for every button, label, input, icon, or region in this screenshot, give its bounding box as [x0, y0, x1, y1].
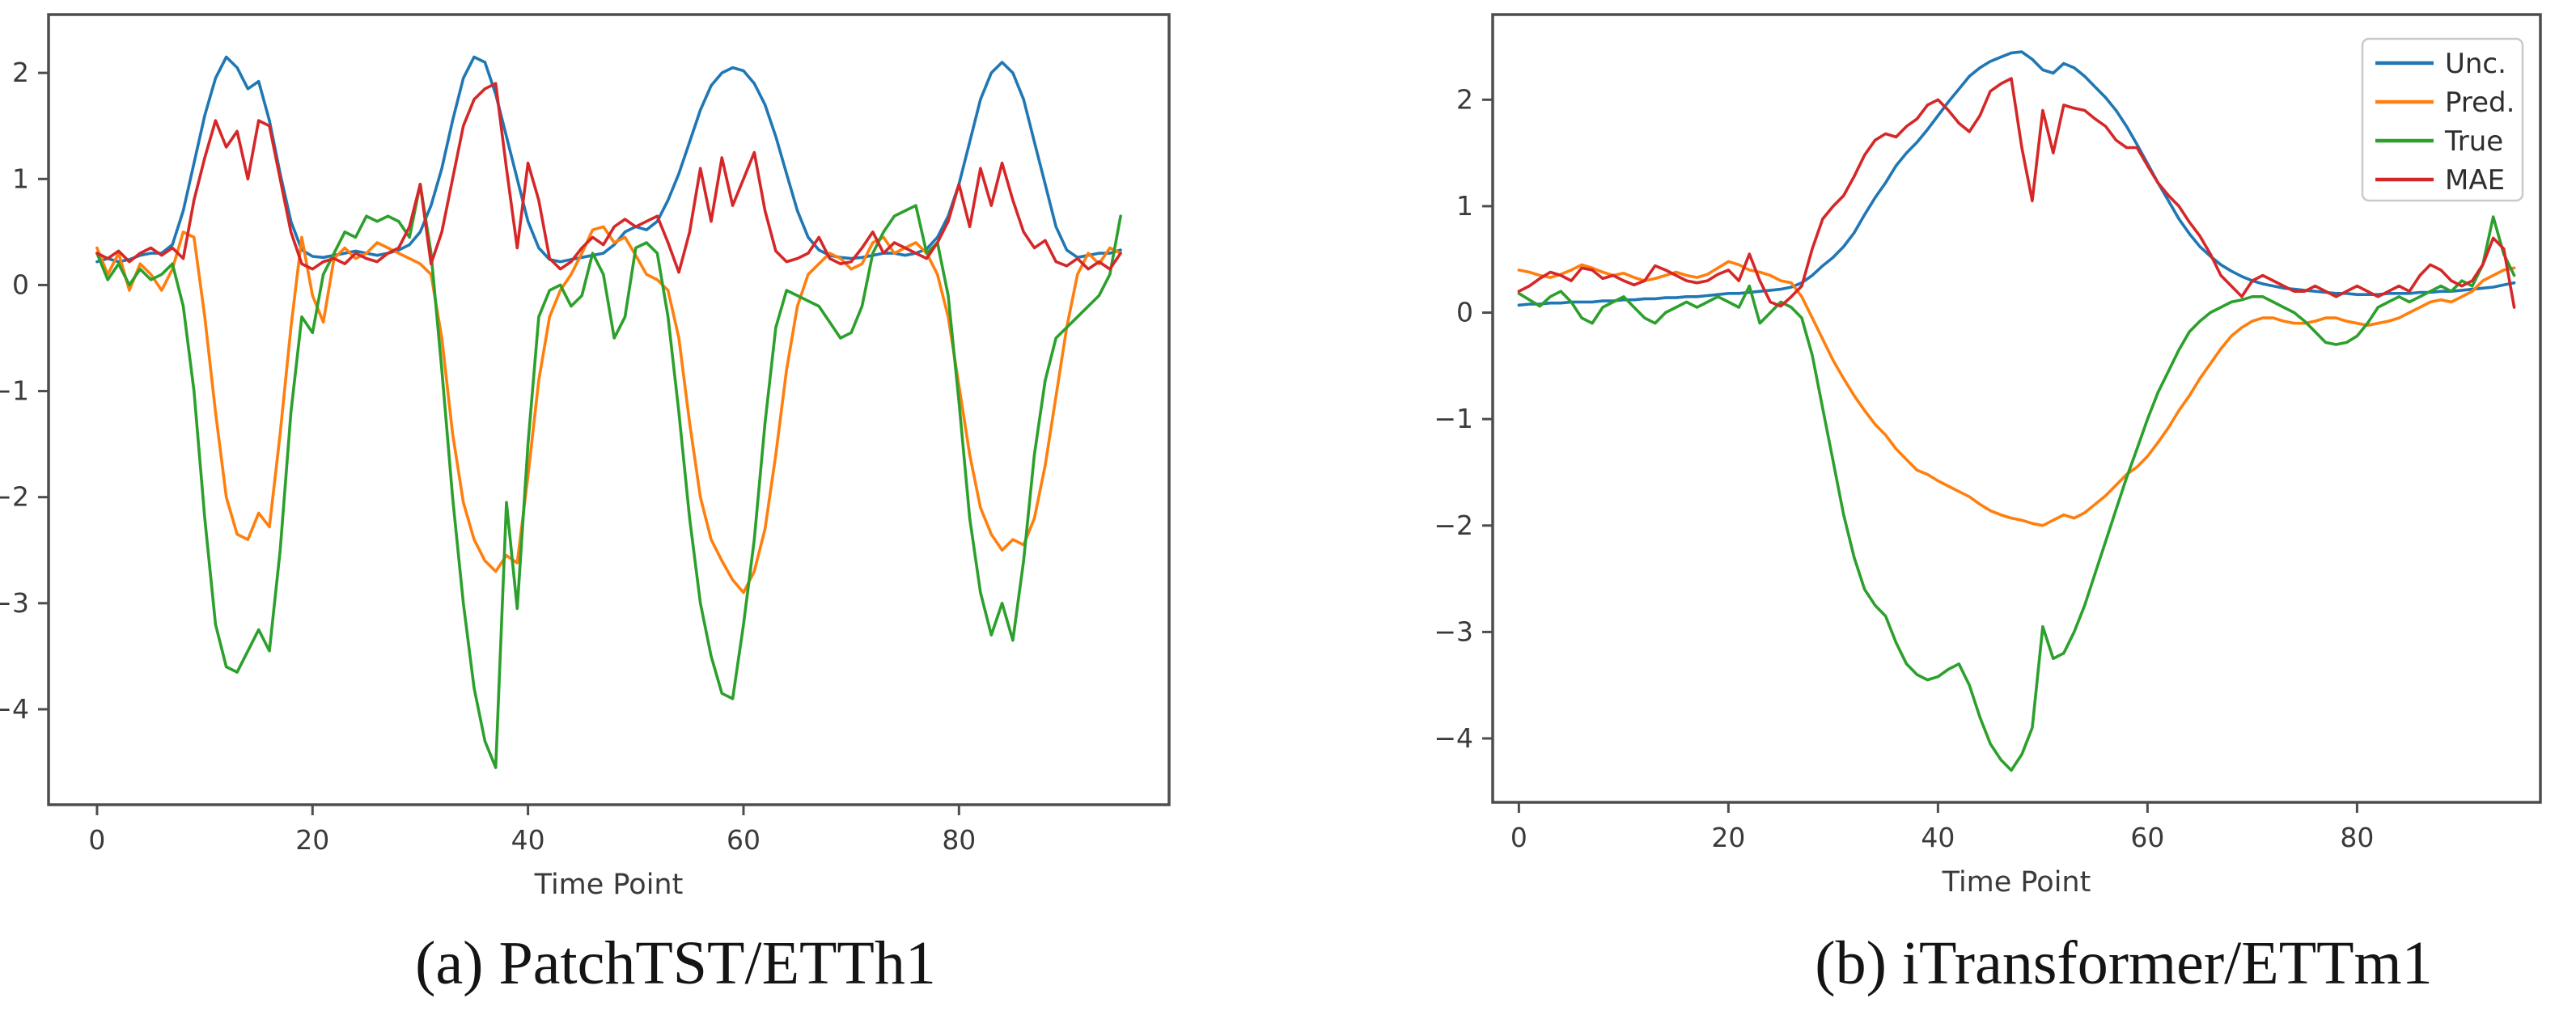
- legend-label-pred: Pred.: [2445, 87, 2515, 119]
- y-tick-label: 0: [1456, 297, 1473, 328]
- x-tick-label: 0: [1510, 822, 1527, 853]
- x-tick-label: 20: [295, 824, 329, 856]
- x-tick-label: 20: [1711, 822, 1745, 853]
- y-tick-label: −1: [0, 375, 29, 407]
- legend-label-true: True: [2444, 125, 2503, 158]
- chart-itransformer-ettm1: 2 1 0 −1 −2 −3 −4 0 20 40 60 80 Time Point Unc. Pred. T…: [1434, 13, 2542, 899]
- x-tick-label: 80: [942, 824, 976, 856]
- x-axis-label: Time Point: [534, 869, 684, 901]
- y-tick-label: −2: [0, 481, 29, 513]
- plot-frame: [47, 13, 1171, 806]
- x-tick-label: 60: [727, 824, 761, 856]
- plot-a: 2 1 0 −1 −2 −3 −4 0 20 40 60 80 Time Point: [0, 13, 1171, 901]
- series-line-true: [95, 183, 1122, 769]
- x-tick-label: 0: [88, 824, 105, 856]
- legend: Unc. Pred. True MAE: [2361, 37, 2524, 202]
- y-tick-label: −4: [1434, 722, 1473, 754]
- x-tick-label: 80: [2340, 822, 2374, 853]
- y-tick-label: −1: [1434, 403, 1473, 434]
- y-tick-label: 1: [1456, 190, 1473, 222]
- series-line-unc: [1517, 50, 2516, 307]
- legend-box: [2361, 37, 2524, 202]
- x-axis-label: Time Point: [1942, 866, 2091, 899]
- x-tick-label: 60: [2130, 822, 2164, 853]
- chart-patchtst-etth1: 2 1 0 −1 −2 −3 −4 0 20 40 60 80 Time Point: [0, 13, 1171, 901]
- legend-label-mae: MAE: [2445, 164, 2505, 197]
- series-line-true: [1517, 215, 2516, 772]
- series-line-pred: [1517, 260, 2516, 527]
- plot-b: 2 1 0 −1 −2 −3 −4 0 20 40 60 80 Time Point Unc. Pred. T…: [1434, 13, 2542, 899]
- y-tick-label: 2: [12, 57, 29, 88]
- y-tick-label: −3: [1434, 615, 1473, 647]
- series-line-pred: [95, 225, 1122, 594]
- plot-frame: [1491, 13, 2542, 804]
- series-line-mae: [1517, 77, 2516, 309]
- y-tick-label: −2: [1434, 510, 1473, 541]
- y-tick-label: −4: [0, 693, 29, 725]
- caption-subfigure-a: (a) PatchTST/ETTh1: [415, 929, 936, 997]
- y-tick-label: 0: [12, 269, 29, 300]
- legend-label-unc: Unc.: [2445, 48, 2506, 80]
- y-tick-label: 1: [12, 163, 29, 194]
- y-tick-label: 2: [1456, 83, 1473, 115]
- y-tick-label: −3: [0, 587, 29, 619]
- caption-subfigure-b: (b) iTransformer/ETTm1: [1815, 929, 2433, 997]
- series-line-mae: [95, 82, 1122, 274]
- x-tick-label: 40: [511, 824, 545, 856]
- x-tick-label: 40: [1921, 822, 1955, 853]
